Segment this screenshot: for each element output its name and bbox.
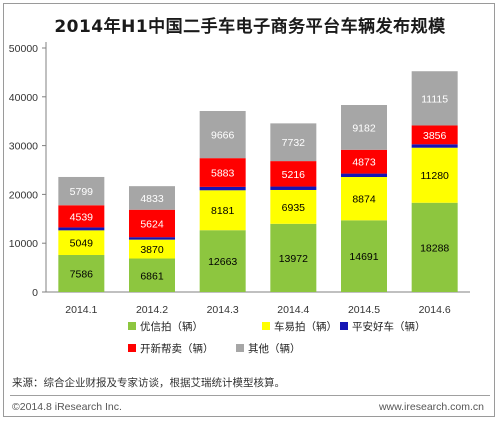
data-label: 3856 bbox=[423, 130, 447, 142]
x-tick-label: 2014.3 bbox=[207, 304, 239, 316]
data-label: 4873 bbox=[352, 157, 376, 169]
y-tick-label: 50000 bbox=[9, 43, 38, 55]
y-tick-label: 40000 bbox=[9, 92, 38, 104]
y-tick-label: 20000 bbox=[9, 189, 38, 201]
bar-segment bbox=[199, 110, 246, 159]
legend-label: 优信拍（辆） bbox=[140, 320, 203, 333]
bar-segment bbox=[199, 230, 246, 292]
source-note: 来源：综合企业财报及专家访谈，根据艾瑞统计模型核算。 bbox=[12, 377, 285, 389]
data-label: 7586 bbox=[70, 268, 94, 280]
x-tick-label: 2014.2 bbox=[136, 304, 168, 316]
data-label: 8181 bbox=[211, 205, 235, 217]
bar-segment bbox=[411, 147, 458, 203]
data-label: 14691 bbox=[349, 251, 378, 263]
bar-segment bbox=[411, 71, 458, 126]
bar-segment bbox=[411, 125, 458, 145]
data-label: 4539 bbox=[70, 211, 94, 223]
bar-segment bbox=[129, 186, 175, 210]
chart-plot: 0 10000 20000 30000 40000 50000 7586 5049 4539 57… bbox=[9, 42, 470, 355]
legend-label: 车易拍（辆） bbox=[274, 320, 337, 333]
bar-segment bbox=[270, 223, 317, 292]
data-label: 6935 bbox=[282, 202, 306, 214]
data-label: 5624 bbox=[140, 218, 164, 230]
bar-segment bbox=[129, 237, 175, 240]
bar-segment bbox=[411, 144, 458, 148]
bar-segment bbox=[270, 189, 317, 224]
bar-segment bbox=[58, 176, 105, 206]
bar-segment bbox=[129, 239, 175, 259]
footer-divider bbox=[10, 395, 490, 396]
bar-segment bbox=[58, 230, 105, 255]
legend-label: 平安好车（辆） bbox=[352, 320, 426, 333]
data-label: 9182 bbox=[352, 122, 376, 134]
bar-segment bbox=[270, 161, 317, 187]
data-label: 18288 bbox=[420, 242, 449, 254]
data-label: 13972 bbox=[279, 253, 308, 265]
bar-segment bbox=[199, 186, 246, 191]
x-tick-label: 2014.5 bbox=[348, 304, 380, 316]
data-label: 5883 bbox=[211, 168, 235, 180]
copyright-text: ©2014.8 iResearch Inc. bbox=[12, 401, 122, 413]
chart-title: 2014年H1中国二手车电子商务平台车辆发布规模 bbox=[54, 17, 446, 37]
bar-segment bbox=[129, 209, 175, 238]
data-label: 6861 bbox=[140, 270, 164, 282]
bar-segment bbox=[270, 123, 317, 162]
bar-segment bbox=[341, 149, 387, 174]
legend-label: 开新帮卖（辆） bbox=[140, 342, 214, 355]
bar-segment bbox=[129, 258, 175, 292]
bar-segment bbox=[411, 202, 458, 292]
x-tick-label: 2014.1 bbox=[65, 304, 97, 316]
bar-segment bbox=[58, 254, 105, 292]
data-label: 8874 bbox=[352, 194, 376, 206]
data-label: 9666 bbox=[211, 130, 235, 142]
y-tick-label: 0 bbox=[32, 287, 38, 299]
data-label: 4833 bbox=[140, 193, 164, 205]
y-tick-label: 10000 bbox=[9, 238, 38, 250]
x-tick-label: 2014.4 bbox=[277, 304, 309, 316]
data-label: 7732 bbox=[282, 137, 306, 149]
data-label: 11115 bbox=[421, 93, 448, 105]
bar-segment bbox=[341, 220, 387, 292]
data-label: 5799 bbox=[70, 186, 94, 198]
y-tick-label: 30000 bbox=[9, 141, 38, 153]
bar-segment bbox=[341, 177, 387, 221]
bar-segment bbox=[199, 190, 246, 231]
data-label: 11280 bbox=[420, 170, 449, 182]
bar-segment bbox=[341, 173, 387, 178]
legend-swatch bbox=[340, 322, 348, 330]
data-label: 5216 bbox=[282, 169, 306, 181]
legend-swatch bbox=[128, 322, 136, 330]
bar-segment bbox=[199, 158, 246, 187]
bar-segment bbox=[270, 186, 317, 190]
legend-swatch bbox=[236, 344, 244, 352]
legend-label: 其他（辆） bbox=[248, 342, 301, 355]
x-tick-label: 2014.6 bbox=[419, 304, 451, 316]
data-label: 3870 bbox=[140, 244, 164, 256]
website-link[interactable]: www.iresearch.com.cn bbox=[378, 401, 484, 413]
bar-segment bbox=[58, 205, 105, 228]
bar-segment bbox=[58, 227, 105, 231]
data-label: 12663 bbox=[208, 256, 237, 268]
legend-swatch bbox=[128, 344, 136, 352]
legend-swatch bbox=[262, 322, 270, 330]
data-label: 5049 bbox=[70, 238, 94, 250]
bar-segment bbox=[341, 104, 387, 150]
